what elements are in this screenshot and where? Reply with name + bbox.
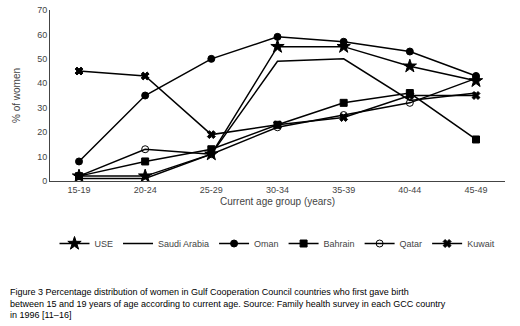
svg-text:20-24: 20-24 (134, 185, 157, 195)
svg-text:0: 0 (42, 176, 47, 186)
svg-text:Saudi Arabia: Saudi Arabia (158, 239, 209, 249)
svg-text:10: 10 (37, 152, 47, 162)
svg-text:45-49: 45-49 (464, 185, 487, 195)
svg-text:15-19: 15-19 (67, 185, 90, 195)
svg-text:30: 30 (37, 103, 47, 113)
svg-text:Oman: Oman (254, 239, 279, 249)
svg-text:30-34: 30-34 (266, 185, 289, 195)
svg-text:70: 70 (37, 5, 47, 15)
svg-text:25-29: 25-29 (200, 185, 223, 195)
svg-text:Bahrain: Bahrain (324, 239, 355, 249)
svg-text:Figure 3 Percentage distributi: Figure 3 Percentage distribution of wome… (10, 287, 446, 320)
svg-text:Kuwait: Kuwait (467, 239, 495, 249)
svg-text:USE: USE (95, 239, 114, 249)
svg-text:60: 60 (37, 30, 47, 40)
svg-text:40: 40 (37, 78, 47, 88)
svg-text:35-39: 35-39 (332, 185, 355, 195)
svg-text:40-44: 40-44 (398, 185, 421, 195)
svg-text:% of women: % of women (11, 68, 22, 123)
svg-text:50: 50 (37, 54, 47, 64)
svg-text:Current age group (years): Current age group (years) (220, 196, 335, 207)
svg-text:Qatar: Qatar (400, 239, 423, 249)
svg-text:20: 20 (37, 127, 47, 137)
